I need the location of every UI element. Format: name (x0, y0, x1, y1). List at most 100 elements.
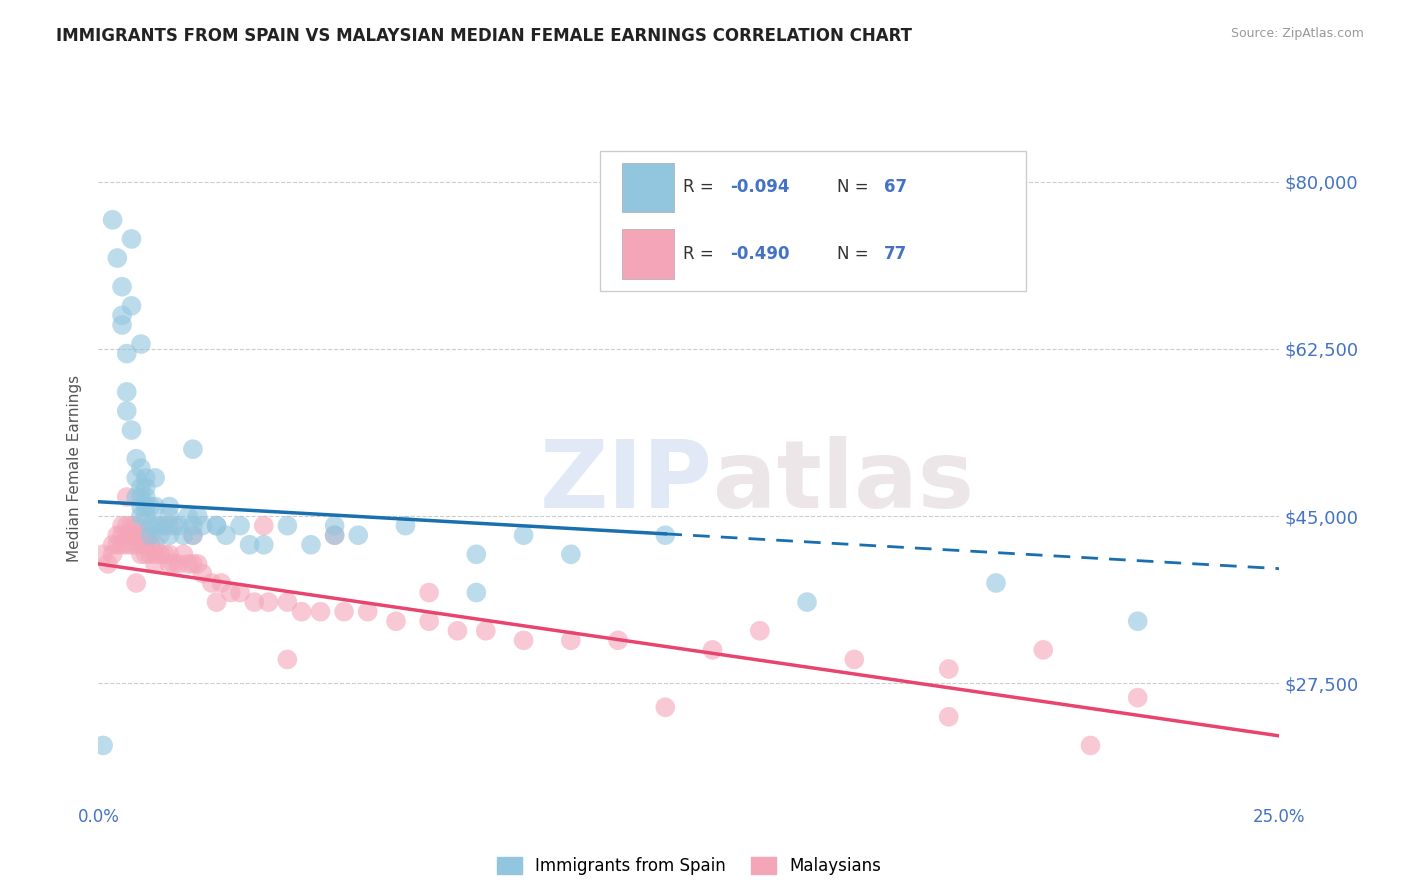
Point (191, 518, 214, 533)
Point (748, 624, 770, 638)
Point (135, 490, 157, 504)
Point (101, 538, 124, 552)
Point (143, 518, 166, 533)
Point (139, 528, 162, 542)
Point (139, 538, 162, 552)
Point (1080, 739, 1102, 753)
Point (111, 538, 134, 552)
Point (105, 538, 128, 552)
Point (115, 528, 138, 542)
Point (938, 662, 960, 676)
Point (143, 557, 166, 571)
Point (177, 509, 200, 524)
Point (209, 576, 232, 591)
Point (143, 471, 166, 485)
Point (135, 538, 157, 552)
Point (1032, 643, 1054, 657)
Point (129, 480, 152, 494)
Point (205, 518, 228, 533)
Point (560, 547, 582, 561)
Point (157, 518, 180, 533)
Text: 67: 67 (884, 178, 907, 196)
Text: N =: N = (837, 245, 873, 263)
Point (129, 528, 152, 542)
Point (1126, 690, 1149, 705)
Point (253, 538, 276, 552)
Point (157, 509, 180, 524)
Point (512, 528, 534, 542)
Point (309, 605, 332, 619)
Point (163, 518, 186, 533)
Point (121, 518, 143, 533)
Point (257, 595, 280, 609)
Point (394, 518, 416, 533)
Text: atlas: atlas (713, 435, 973, 528)
Point (446, 624, 468, 638)
Point (347, 528, 370, 542)
Point (153, 518, 176, 533)
Point (205, 518, 228, 533)
Point (111, 318, 134, 332)
Text: R =: R = (683, 245, 718, 263)
Point (149, 528, 172, 542)
Point (333, 605, 356, 619)
Text: -0.094: -0.094 (730, 178, 790, 196)
Point (654, 700, 676, 714)
Point (418, 614, 440, 628)
Point (105, 251, 128, 265)
Point (323, 518, 346, 533)
FancyBboxPatch shape (600, 151, 1025, 291)
Point (149, 547, 172, 561)
Point (157, 547, 180, 561)
Point (115, 384, 138, 399)
Point (115, 538, 138, 552)
Point (139, 500, 162, 514)
Point (125, 538, 148, 552)
Text: ZIP: ZIP (540, 435, 713, 528)
Point (121, 232, 143, 246)
Point (253, 518, 276, 533)
Point (323, 528, 346, 542)
Point (135, 471, 157, 485)
Point (796, 595, 818, 609)
Point (243, 595, 266, 609)
Point (357, 605, 380, 619)
Point (181, 557, 204, 571)
Point (125, 518, 148, 533)
Point (135, 480, 157, 494)
Point (844, 652, 866, 666)
Text: N =: N = (837, 178, 873, 196)
Point (512, 633, 534, 648)
Point (129, 500, 152, 514)
Point (560, 633, 582, 648)
Y-axis label: Median Female Earnings: Median Female Earnings (67, 375, 83, 562)
Point (181, 442, 204, 457)
Point (121, 528, 143, 542)
Point (129, 337, 152, 351)
Point (135, 528, 157, 542)
Point (229, 585, 252, 599)
Point (101, 212, 124, 227)
Point (121, 423, 143, 437)
Point (702, 643, 724, 657)
Point (418, 585, 440, 599)
Point (143, 538, 166, 552)
Point (135, 509, 157, 524)
Point (135, 547, 157, 561)
Point (385, 614, 408, 628)
Point (465, 585, 488, 599)
Point (654, 528, 676, 542)
Point (135, 538, 157, 552)
Point (143, 500, 166, 514)
Point (97, 557, 120, 571)
Point (299, 538, 322, 552)
Point (139, 547, 162, 561)
Point (129, 509, 152, 524)
Point (135, 500, 157, 514)
Point (984, 576, 1007, 591)
Point (167, 518, 190, 533)
Point (125, 471, 148, 485)
Point (938, 710, 960, 724)
Point (149, 518, 172, 533)
Point (177, 557, 200, 571)
